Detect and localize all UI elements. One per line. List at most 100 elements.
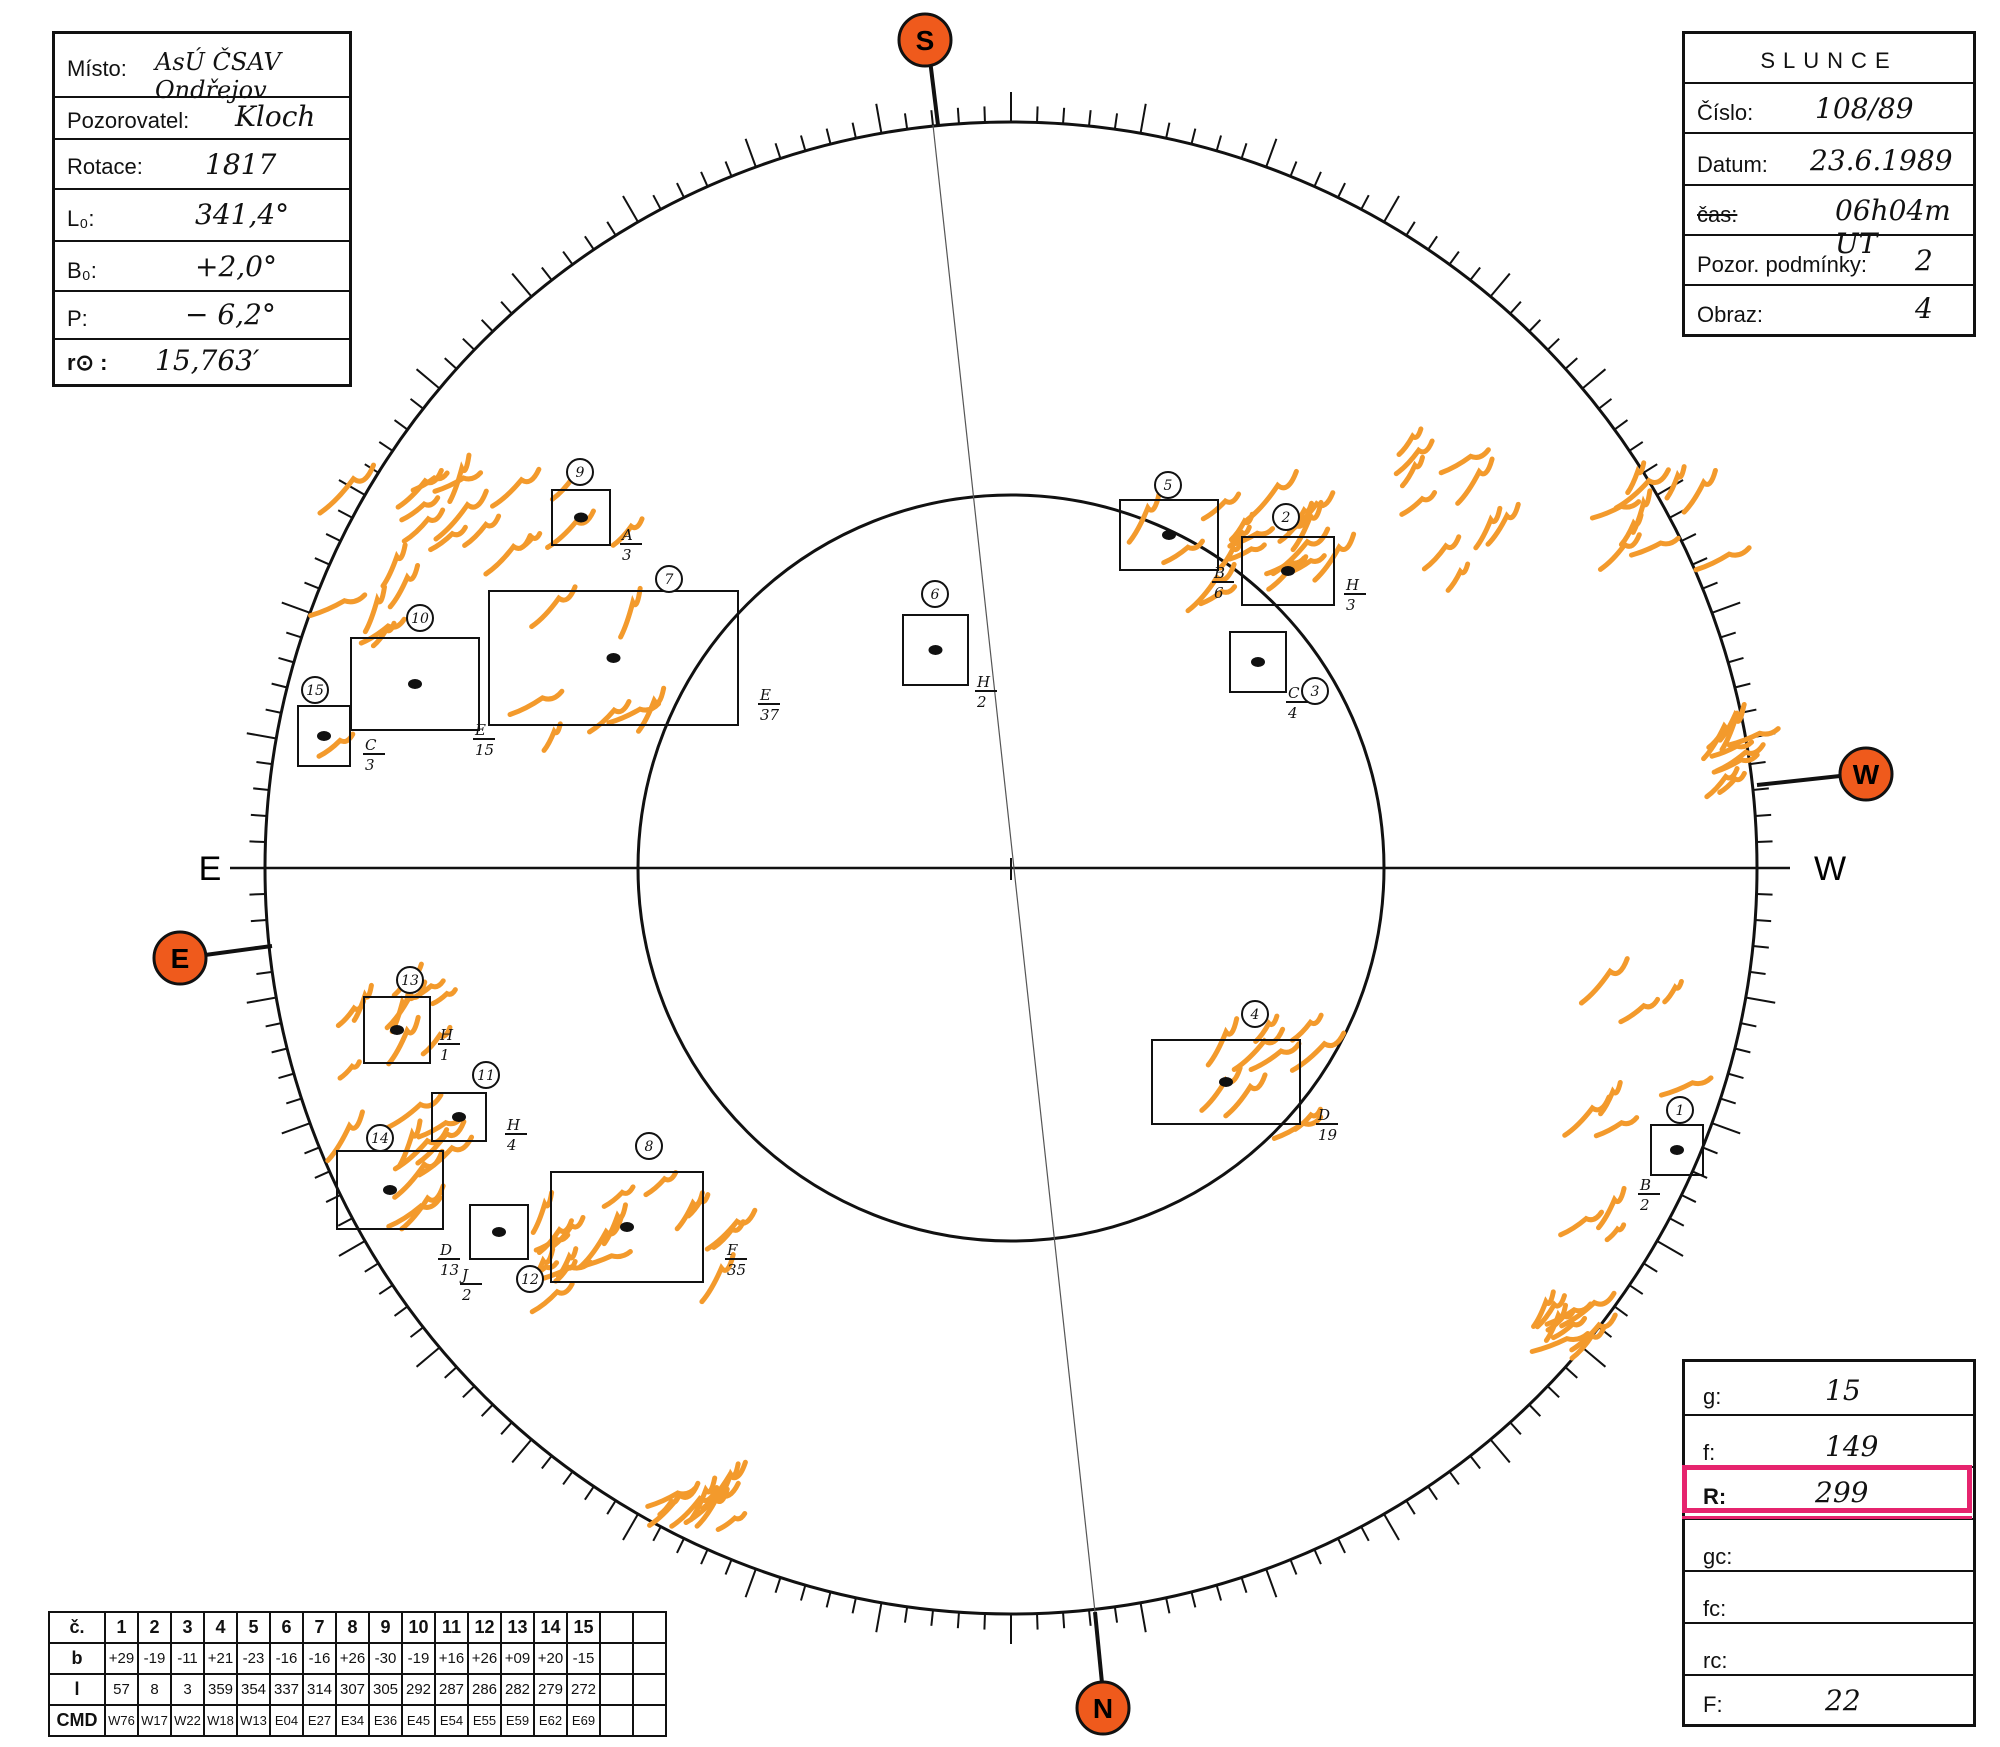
latitude-cell: +26 bbox=[335, 1642, 370, 1675]
longitude-cell bbox=[632, 1673, 667, 1706]
limb-tick bbox=[378, 441, 394, 452]
facula-stroke bbox=[337, 1059, 362, 1081]
limb-tick bbox=[1734, 682, 1751, 689]
limb-tick bbox=[1528, 1403, 1542, 1417]
group-number: 2 bbox=[1281, 510, 1291, 526]
group-spot-count: 3 bbox=[365, 756, 375, 774]
sunspot-umbra bbox=[492, 1227, 506, 1237]
row-header: CMD bbox=[48, 1704, 106, 1737]
group-number-cell: 5 bbox=[236, 1611, 271, 1644]
limb-tick bbox=[800, 1584, 807, 1601]
facula-stroke bbox=[1628, 535, 1681, 558]
facula-stroke bbox=[577, 1249, 633, 1270]
limb-tick bbox=[1215, 1584, 1222, 1601]
limb-tick bbox=[1383, 1513, 1400, 1541]
limb-tick bbox=[1727, 1072, 1744, 1079]
limb-tick bbox=[1692, 557, 1708, 566]
longitude-cell: 3 bbox=[170, 1673, 205, 1706]
cmd-cell bbox=[599, 1704, 634, 1737]
limb-tick bbox=[281, 1122, 311, 1135]
limb-tick bbox=[409, 1326, 424, 1338]
sunspot-umbra bbox=[390, 1025, 404, 1035]
sunspot-umbra bbox=[1281, 566, 1295, 576]
limb-tick bbox=[1190, 1591, 1197, 1608]
limb-tick bbox=[700, 1549, 709, 1565]
limb-tick bbox=[774, 142, 782, 159]
group-box bbox=[1151, 1039, 1301, 1125]
facula-stroke bbox=[462, 513, 502, 548]
limb-tick bbox=[1383, 195, 1400, 223]
limb-tick bbox=[1036, 1613, 1039, 1630]
limb-tick bbox=[1755, 919, 1772, 923]
longitude-cell: 337 bbox=[269, 1673, 304, 1706]
podminky-value: 2 bbox=[1915, 244, 1933, 277]
limb-tick bbox=[983, 106, 986, 123]
facula-stroke bbox=[1604, 1222, 1627, 1243]
slunce-title: SLUNCE bbox=[1760, 48, 1898, 73]
facula-stroke bbox=[1396, 426, 1424, 457]
west-label: W bbox=[1814, 850, 1846, 888]
latitude-cell: +21 bbox=[203, 1642, 238, 1675]
limb-tick bbox=[1427, 235, 1438, 251]
longitude-cell: 359 bbox=[203, 1673, 238, 1706]
fc-label: fc: bbox=[1703, 1596, 1727, 1621]
facula-stroke bbox=[399, 495, 441, 523]
limb-tick bbox=[1669, 509, 1685, 519]
limb-tick bbox=[480, 1403, 494, 1417]
limb-tick bbox=[1509, 1421, 1522, 1435]
facula-stroke bbox=[1701, 710, 1740, 762]
limb-tick bbox=[1656, 479, 1684, 496]
group-box bbox=[902, 614, 969, 686]
cmd-cell: E45 bbox=[401, 1704, 436, 1737]
limb-tick bbox=[1711, 601, 1741, 614]
group-box bbox=[1650, 1124, 1704, 1176]
limb-tick bbox=[1564, 1366, 1578, 1379]
R-value: 299 bbox=[1815, 1476, 1869, 1509]
facula-stroke bbox=[1597, 532, 1642, 572]
limb-tick bbox=[541, 266, 553, 281]
facula-stroke bbox=[1529, 1330, 1591, 1354]
facula-stroke bbox=[711, 1219, 746, 1250]
facula-stroke bbox=[433, 488, 489, 542]
limb-tick bbox=[278, 657, 295, 664]
limb-tick bbox=[744, 1568, 757, 1598]
facula-stroke bbox=[1704, 766, 1740, 800]
limb-tick bbox=[511, 272, 533, 298]
limb-tick bbox=[415, 1346, 441, 1368]
datum-label: Datum: bbox=[1697, 152, 1768, 177]
east-label: E bbox=[199, 850, 222, 888]
latitude-cell: -16 bbox=[269, 1642, 304, 1675]
facula-stroke bbox=[1227, 542, 1267, 562]
latitude-cell: +26 bbox=[467, 1642, 502, 1675]
facula-stroke bbox=[1714, 742, 1766, 774]
table-row: b +29 -19 -11 +21 -23 -16 -16 +26 -30 -19 +16 +26 +09… bbox=[48, 1642, 667, 1675]
group-number-circle bbox=[566, 458, 594, 486]
sunspot-umbra bbox=[383, 1185, 397, 1195]
group-class: E bbox=[474, 721, 486, 739]
limb-tick bbox=[1337, 1538, 1346, 1554]
limb-tick bbox=[378, 1284, 394, 1295]
longitude-cell: 286 bbox=[467, 1673, 502, 1706]
F-label: F: bbox=[1703, 1692, 1723, 1717]
limb-tick bbox=[1165, 122, 1171, 139]
limb-tick bbox=[700, 171, 709, 187]
limb-tick bbox=[1564, 357, 1578, 370]
group-number: 4 bbox=[1250, 1007, 1260, 1023]
sunspot-umbra bbox=[574, 512, 588, 523]
limb-tick bbox=[606, 1500, 617, 1515]
group-box bbox=[550, 1171, 704, 1283]
group-number: 15 bbox=[306, 683, 324, 699]
facula-stroke bbox=[1681, 467, 1718, 515]
central-meridian bbox=[932, 124, 1096, 1613]
group-class: E bbox=[759, 686, 771, 704]
group-number: 8 bbox=[645, 1139, 654, 1155]
limb-tick bbox=[1740, 1022, 1757, 1028]
limb-tick bbox=[337, 509, 353, 519]
group-number: 12 bbox=[521, 1272, 539, 1288]
limb-tick bbox=[622, 1513, 639, 1541]
facula-stroke bbox=[1199, 1065, 1243, 1113]
group-number-circle bbox=[1241, 1000, 1269, 1028]
group-number-circle bbox=[1154, 471, 1182, 499]
facula-stroke bbox=[1485, 501, 1521, 547]
datum-value: 23.6.1989 bbox=[1810, 144, 1953, 177]
